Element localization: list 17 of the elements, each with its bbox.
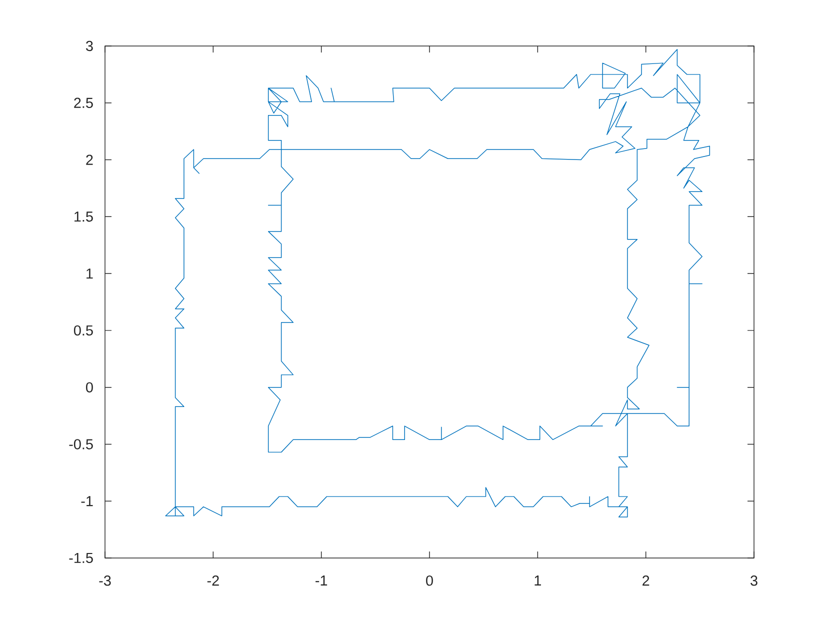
x-tick-label: 2 [642,576,650,586]
y-tick-label: 2.5 [74,98,93,108]
x-tick-label: 0 [426,576,433,586]
x-tick-label: -2 [207,576,219,586]
y-tick-label: 1 [86,268,93,279]
y-tick-label: 1.5 [74,212,93,222]
y-tick-label: 0 [86,382,93,392]
y-tick-label: 2 [86,154,93,165]
y-tick-label: -0.5 [69,439,93,450]
y-tick-label: 3 [86,40,93,52]
x-tick-label: -3 [99,576,111,586]
y-tick-label: -1.5 [69,552,93,564]
y-tick-label: -1 [81,496,93,506]
x-tick-label: 3 [750,576,758,586]
y-tick-label: 0.5 [74,325,93,336]
x-tick-label: 1 [534,576,541,586]
x-tick-label: -1 [316,576,328,586]
